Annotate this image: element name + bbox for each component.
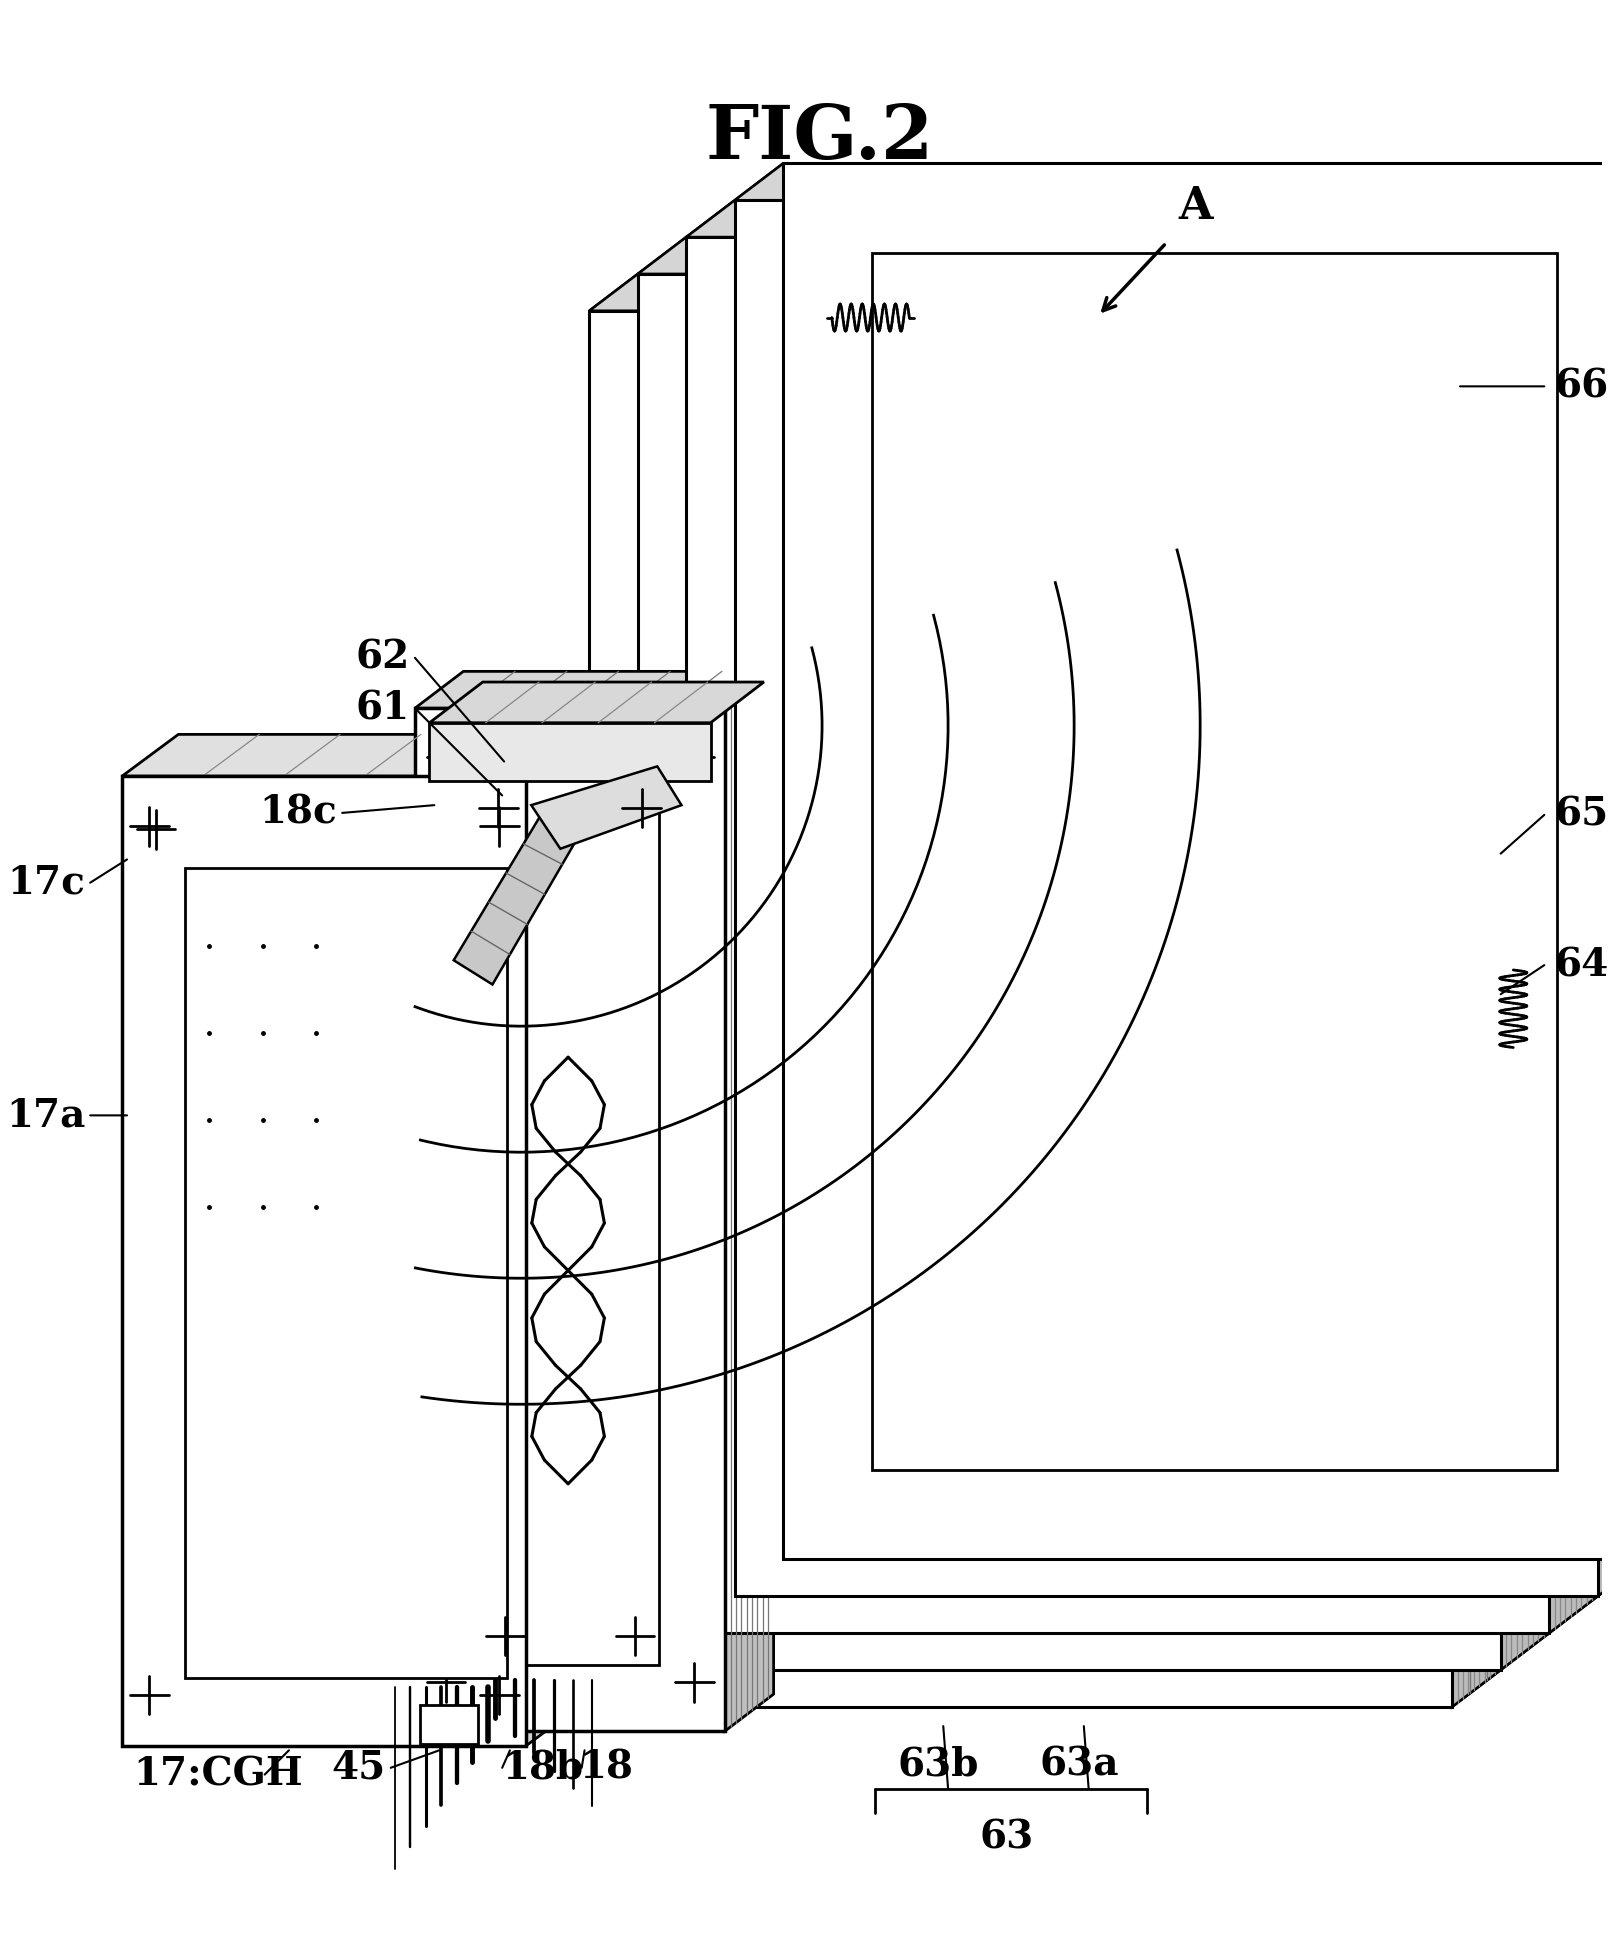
Polygon shape: [638, 236, 1549, 273]
Polygon shape: [726, 362, 1412, 1581]
Polygon shape: [678, 362, 1412, 399]
Polygon shape: [481, 738, 707, 775]
Polygon shape: [589, 310, 1453, 1706]
Polygon shape: [659, 738, 707, 1666]
Polygon shape: [734, 163, 1614, 200]
Polygon shape: [415, 672, 773, 709]
Polygon shape: [589, 273, 1501, 310]
Text: FIG.2: FIG.2: [705, 103, 933, 176]
Polygon shape: [1364, 362, 1412, 1617]
Text: 66: 66: [1554, 368, 1608, 405]
Polygon shape: [734, 200, 1598, 1596]
Polygon shape: [420, 1705, 478, 1743]
Text: 18c: 18c: [260, 794, 337, 831]
Polygon shape: [1598, 163, 1614, 1596]
Polygon shape: [526, 734, 583, 1745]
Polygon shape: [454, 815, 579, 984]
Polygon shape: [873, 252, 1558, 1470]
Polygon shape: [186, 868, 507, 1677]
Polygon shape: [123, 734, 583, 777]
Polygon shape: [1453, 273, 1501, 1706]
Polygon shape: [1501, 236, 1549, 1670]
Polygon shape: [825, 289, 1509, 1507]
Polygon shape: [531, 767, 681, 848]
Polygon shape: [1453, 163, 1614, 1706]
Text: 63b: 63b: [897, 1745, 980, 1784]
Polygon shape: [123, 777, 526, 1745]
Polygon shape: [1509, 252, 1558, 1507]
Text: 64: 64: [1554, 945, 1608, 984]
Text: 63a: 63a: [1039, 1745, 1119, 1784]
Polygon shape: [726, 325, 1461, 362]
Polygon shape: [776, 289, 1509, 325]
Polygon shape: [429, 682, 763, 723]
Polygon shape: [429, 723, 710, 781]
Polygon shape: [481, 775, 659, 1666]
Polygon shape: [589, 163, 1614, 310]
Polygon shape: [686, 200, 1598, 236]
Text: 17a: 17a: [6, 1096, 86, 1135]
Text: 61: 61: [357, 690, 410, 726]
Text: 18: 18: [579, 1749, 634, 1786]
Polygon shape: [783, 163, 1614, 1559]
Text: 18b: 18b: [502, 1749, 583, 1786]
Polygon shape: [415, 709, 725, 1732]
Text: 17c: 17c: [8, 864, 86, 903]
Polygon shape: [776, 325, 1461, 1544]
Polygon shape: [1461, 289, 1509, 1544]
Polygon shape: [638, 273, 1501, 1670]
Text: 62: 62: [355, 639, 410, 676]
Text: A: A: [1178, 186, 1214, 229]
Polygon shape: [1549, 200, 1598, 1633]
Text: 65: 65: [1554, 796, 1608, 833]
Polygon shape: [678, 399, 1364, 1617]
Polygon shape: [825, 252, 1558, 289]
Text: 63: 63: [980, 1819, 1033, 1856]
Text: 17:CGH: 17:CGH: [134, 1755, 303, 1794]
Polygon shape: [725, 672, 773, 1732]
Polygon shape: [686, 236, 1549, 1633]
Polygon shape: [1412, 325, 1461, 1581]
Text: 45: 45: [331, 1749, 386, 1786]
